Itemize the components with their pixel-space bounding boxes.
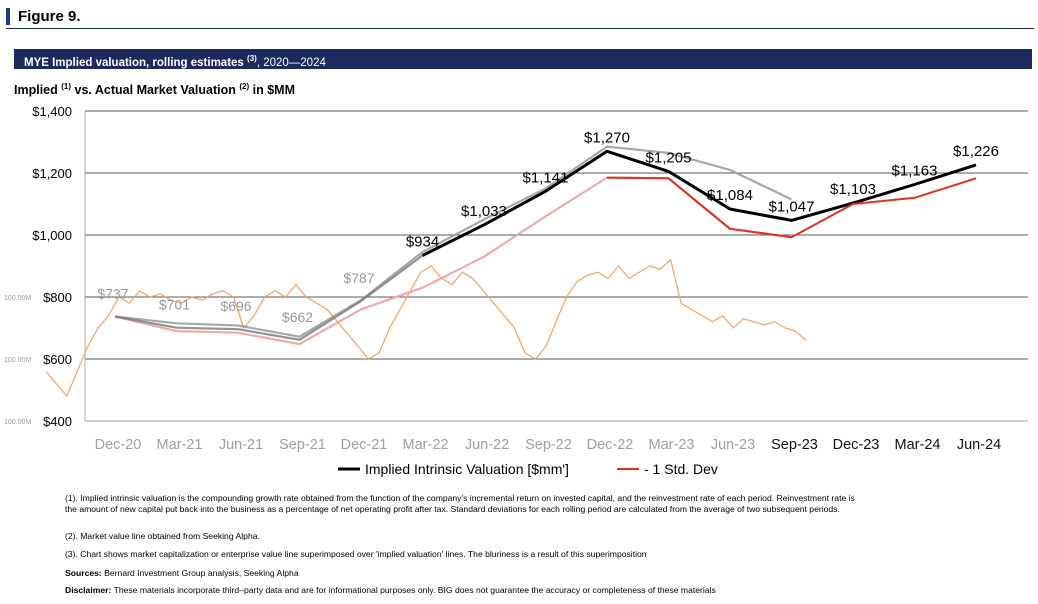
overlay-lower-line <box>114 176 792 346</box>
series-lines <box>421 149 977 257</box>
overlay-data-label: $696 <box>220 298 251 314</box>
x-axis-ticks: Dec-20 Mar-21 Jun-21 Sep-21 Dec-21 Mar-22 Jun-… <box>95 437 1002 453</box>
x-tick-label: Jun-21 <box>219 437 263 453</box>
x-tick-label: Dec-23 <box>833 437 880 453</box>
disclaimer-text: These materials incorporate third–party … <box>111 585 716 595</box>
x-tick-label: Mar-24 <box>895 437 941 453</box>
overlay-data-label: $737 <box>97 286 128 302</box>
chart-subtitle: Implied (1) vs. Actual Market Valuation … <box>14 82 295 97</box>
overlay-axis-label: 100.00M <box>4 419 31 426</box>
y-tick-label: $1,400 <box>32 104 72 119</box>
figure-title-bar: Figure 9. <box>6 6 1034 29</box>
data-label: $1,103 <box>830 181 876 198</box>
data-label: $1,141 <box>523 169 569 186</box>
footnote-2: (2). Market value line obtained from See… <box>65 531 260 541</box>
overlay-axis-label: 100.00M <box>4 357 31 364</box>
sources-note: Sources: Bernard Investment Group analys… <box>65 568 855 579</box>
x-tick-label: Jun-22 <box>465 437 509 453</box>
x-tick-label: Dec-21 <box>341 437 388 453</box>
banner-years: , 2020—2024 <box>256 56 326 69</box>
x-tick-label: Mar-22 <box>403 437 449 453</box>
overlay-implied-line <box>114 150 792 341</box>
x-tick-label: Jun-23 <box>711 437 755 453</box>
y-tick-label: $400 <box>43 414 72 429</box>
implied-valuation-line <box>421 149 977 257</box>
x-tick-label: Mar-21 <box>157 437 203 453</box>
x-tick-label: Dec-22 <box>587 437 634 453</box>
figure-label: Figure 9. <box>18 8 81 25</box>
y-tick-label: $800 <box>43 290 72 305</box>
footnote-3: (3). Chart shows market capitalization o… <box>65 549 647 559</box>
overlay-data-label: $662 <box>282 309 313 325</box>
y-tick-label: $1,200 <box>32 166 72 181</box>
data-label: $1,205 <box>646 149 692 166</box>
y-tick-label: $600 <box>43 352 72 367</box>
x-tick-label: Dec-20 <box>95 437 142 453</box>
x-tick-label: Sep-21 <box>279 437 326 453</box>
overlay-axis-label: 100.00M <box>4 295 31 302</box>
legend-label: - 1 Std. Dev <box>644 461 718 477</box>
gridlines <box>84 110 1028 422</box>
chart-banner: MYE Implied valuation, rolling estimates… <box>14 49 1032 69</box>
data-label: $934 <box>406 233 439 250</box>
overlay-data-label: $787 <box>343 270 374 286</box>
x-tick-label: Sep-22 <box>525 437 572 453</box>
data-label: $1,163 <box>892 162 938 179</box>
x-tick-label: Mar-23 <box>649 437 695 453</box>
overlay-data-label: $701 <box>159 297 190 313</box>
subtitle-sup1: (1) <box>61 82 72 91</box>
banner-title-sup: (3) <box>247 54 257 63</box>
footnote-1: (1). Implied intrinsic valuation is the … <box>65 493 855 514</box>
data-label: $1,084 <box>707 187 753 204</box>
data-labels: $737 $701 $696 $662 $787 100.00M 100.00M 100.00… <box>4 129 999 426</box>
subtitle-sup2: (2) <box>239 82 250 91</box>
data-label: $1,047 <box>769 198 815 215</box>
subtitle-part1: Implied <box>14 83 58 98</box>
market-value-line <box>45 258 807 398</box>
sources-text: Bernard Investment Group analysis, Seeki… <box>101 568 299 578</box>
std-dev-line <box>606 176 977 239</box>
banner-title: MYE Implied valuation, rolling estimates <box>24 56 244 69</box>
disclaimer-note: Disclaimer: These materials incorporate … <box>65 585 855 596</box>
valuation-chart: $400$600$800$1,000$1,200$1,400 $737$701 $… <box>4 104 1028 477</box>
disclaimer-label: Disclaimer: <box>65 585 112 595</box>
y-axis-ticks: $400 $600 $800 $1,000 $1,200 $1,400 <box>32 104 72 429</box>
sources-label: Sources: <box>65 568 102 578</box>
data-label: $1,226 <box>953 143 999 160</box>
overlay-upper-line <box>114 145 792 338</box>
data-label: $1,033 <box>461 203 507 220</box>
subtitle-part2: vs. Actual Market Valuation <box>71 83 236 98</box>
data-label: $1,270 <box>584 129 630 146</box>
x-tick-label: Jun-24 <box>957 437 1001 453</box>
subtitle-part3: in $MM <box>249 83 296 98</box>
chart-legend: Implied Intrinsic Valuation [$mm'] - 1 St… <box>338 461 718 477</box>
y-tick-label: $1,000 <box>32 228 72 243</box>
x-tick-label: Sep-23 <box>771 437 818 453</box>
legend-label: Implied Intrinsic Valuation [$mm'] <box>365 461 569 477</box>
figure-accent-bar <box>6 8 10 25</box>
